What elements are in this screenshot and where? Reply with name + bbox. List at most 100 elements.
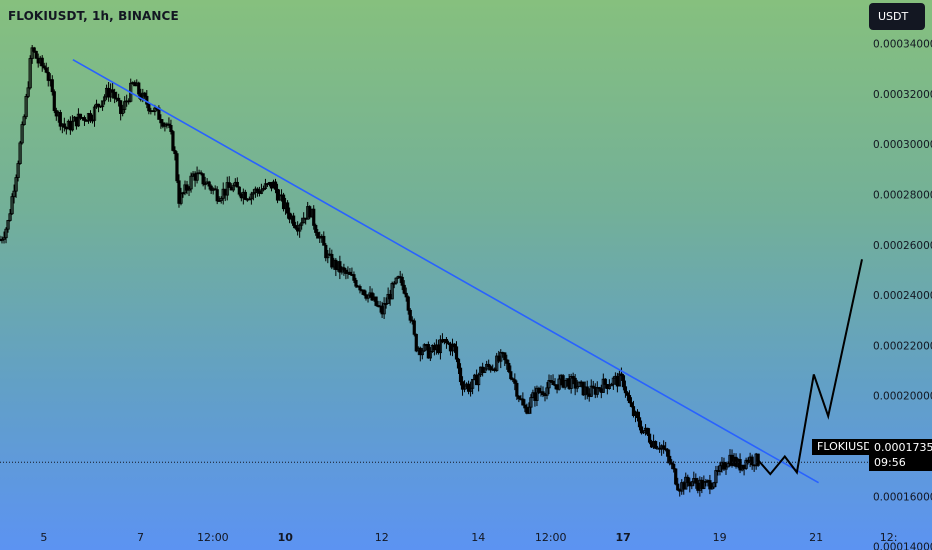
candle — [529, 394, 533, 414]
candle — [414, 333, 418, 353]
candle — [277, 189, 282, 201]
candle — [324, 243, 328, 262]
candle — [676, 477, 680, 491]
candle — [744, 457, 748, 470]
candle — [557, 374, 561, 391]
candle — [708, 474, 712, 495]
candle — [40, 55, 44, 72]
candle — [62, 117, 66, 132]
candle — [666, 448, 670, 464]
candle — [189, 172, 193, 193]
y-tick-label: 0.00016000 — [873, 491, 932, 503]
candle — [607, 379, 611, 390]
candle — [159, 114, 163, 129]
candle — [225, 176, 229, 201]
candle — [215, 186, 219, 205]
x-tick-label: 17 — [615, 531, 630, 544]
candle — [219, 196, 223, 204]
candle — [175, 151, 179, 184]
candle — [509, 365, 513, 381]
candle — [694, 473, 698, 489]
candle — [326, 249, 330, 264]
candle — [26, 81, 30, 99]
chart-title: FLOKIUSDT, 1h, BINANCE — [8, 9, 179, 23]
bar-countdown: 09:56 — [874, 456, 906, 469]
candle — [285, 200, 290, 219]
candle — [82, 115, 87, 126]
candle — [96, 103, 101, 113]
candles-layer — [0, 45, 760, 497]
candle — [670, 459, 674, 470]
candle — [517, 395, 521, 403]
candle — [470, 378, 475, 395]
candle — [635, 409, 640, 422]
candle — [450, 338, 455, 357]
candle — [511, 377, 515, 383]
candle — [639, 420, 644, 435]
candle — [623, 380, 628, 398]
candle — [499, 349, 503, 369]
candle — [487, 359, 491, 371]
y-axis[interactable]: 0.00034000 0.00032000 0.00030000 0.00028000… — [873, 39, 932, 550]
x-tick-label: 21 — [809, 531, 823, 544]
candle — [458, 363, 463, 386]
candle — [235, 177, 239, 188]
y-tick-label: 0.00026000 — [873, 240, 932, 252]
candle — [237, 186, 241, 197]
candle — [710, 482, 714, 490]
candle — [726, 461, 730, 468]
candle — [143, 91, 147, 99]
candle — [18, 140, 22, 165]
candle — [209, 184, 213, 194]
candle — [366, 294, 370, 303]
candle — [637, 411, 642, 431]
x-axis[interactable]: 5 7 12:00 10 12 14 12:00 17 19 21 12: — [40, 531, 897, 544]
candle — [253, 186, 258, 198]
x-tick-label: 19 — [713, 531, 727, 544]
candle — [724, 462, 728, 475]
candle — [171, 130, 175, 152]
candle — [390, 281, 394, 300]
candle — [12, 184, 16, 204]
candle — [601, 373, 605, 393]
trendline[interactable] — [72, 59, 819, 484]
candle — [34, 50, 38, 59]
candle — [263, 178, 268, 190]
candle — [169, 119, 173, 135]
candle — [444, 336, 449, 349]
candle — [111, 82, 115, 99]
candle — [672, 460, 676, 473]
candle — [255, 187, 260, 197]
candle — [24, 93, 28, 120]
candle — [292, 212, 296, 229]
candle — [30, 45, 34, 64]
candle — [10, 193, 14, 215]
candle — [358, 284, 362, 294]
projection-path[interactable] — [757, 259, 863, 476]
x-tick-label: 5 — [40, 531, 47, 544]
candle — [585, 380, 589, 400]
last-price-label: 0.00017351 09:56 — [869, 439, 932, 471]
x-tick-label: 12:00 — [535, 531, 567, 544]
candle — [551, 374, 555, 386]
candle — [702, 475, 706, 490]
candle — [314, 223, 318, 236]
candle — [273, 178, 278, 194]
candle — [537, 386, 541, 394]
candle — [577, 381, 581, 387]
candle — [466, 380, 471, 395]
candle — [181, 191, 185, 198]
currency-button[interactable]: USDT — [869, 3, 925, 30]
candle — [412, 318, 416, 337]
candle — [571, 372, 575, 385]
candle — [231, 183, 235, 193]
candle — [0, 236, 4, 244]
candle — [392, 281, 396, 289]
candle — [589, 379, 593, 398]
x-tick-label: 14 — [471, 531, 485, 544]
candle — [374, 296, 378, 307]
candle — [460, 376, 465, 396]
candle — [625, 391, 630, 401]
